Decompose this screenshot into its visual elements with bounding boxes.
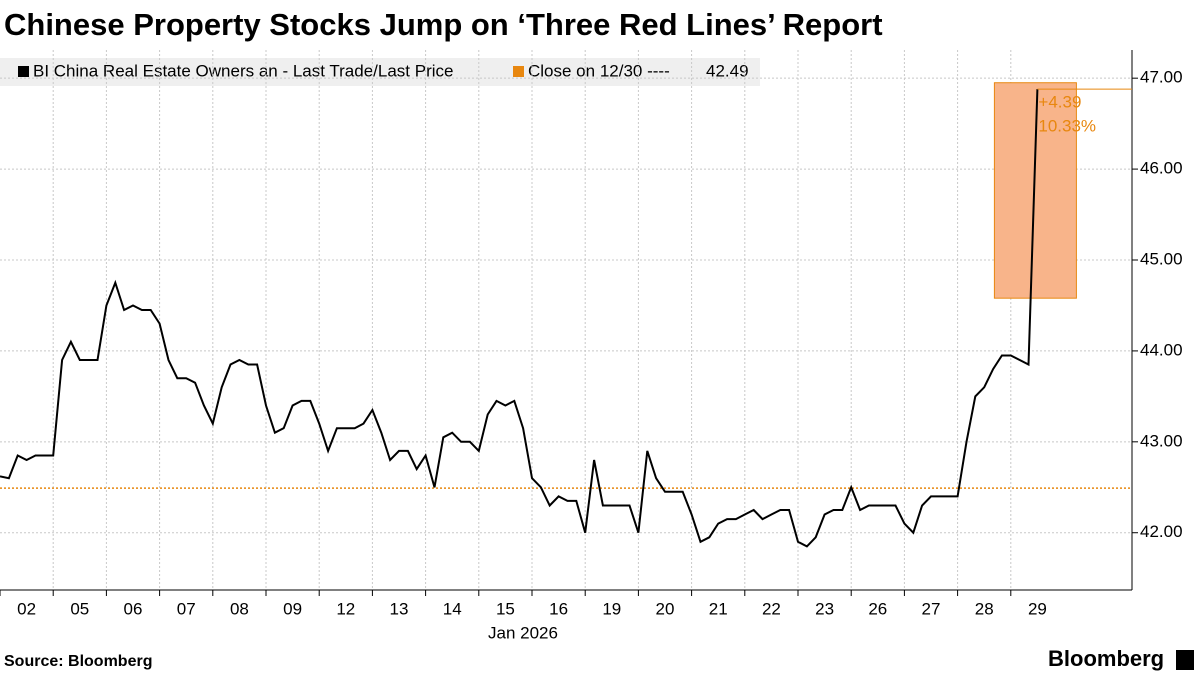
x-tick-label: 29 [1028,599,1047,618]
x-tick-label: 07 [177,599,196,618]
y-tick-label: 45.00 [1140,249,1183,268]
change-box [993,82,1077,299]
x-tick-label: 09 [283,599,302,618]
y-tick-label: 46.00 [1140,159,1183,178]
x-tick-label: 26 [868,599,887,618]
x-tick-label: 06 [124,599,143,618]
x-tick-label: 23 [815,599,834,618]
chart-title: Chinese Property Stocks Jump on ‘Three R… [4,7,883,42]
x-tick-label: 21 [709,599,728,618]
legend-swatch [18,66,29,77]
brand: Bloomberg [1048,646,1164,671]
x-tick-label: 28 [975,599,994,618]
x-tick-label: 20 [656,599,675,618]
price-line [0,89,1039,548]
legend-label: BI China Real Estate Owners an - Last Tr… [33,61,453,80]
source: Source: Bloomberg [4,653,152,670]
change-label: 10.33% [1038,117,1096,136]
y-tick-label: 42.00 [1140,522,1183,541]
y-tick-label: 44.00 [1140,340,1183,359]
x-tick-label: 13 [390,599,409,618]
legend-label: Close on 12/30 ---- [528,61,670,80]
y-tick-label: 47.00 [1140,68,1183,87]
x-tick-label: 12 [336,599,355,618]
x-tick-label: 19 [602,599,621,618]
x-tick-label: 02 [17,599,36,618]
change-label: +4.39 [1038,93,1081,112]
legend-box [0,58,760,86]
y-tick-label: 43.00 [1140,431,1183,450]
x-tick-label: 14 [443,599,462,618]
x-tick-label: 08 [230,599,249,618]
x-tick-label: 22 [762,599,781,618]
x-tick-label: 15 [496,599,515,618]
x-tick-label: 05 [70,599,89,618]
legend-swatch [513,66,524,77]
legend-value: 42.49 [706,61,749,80]
brand-icon [1176,650,1194,670]
x-tick-label: 27 [922,599,941,618]
x-tick-label: 16 [549,599,568,618]
x-axis-label: Jan 2026 [488,623,558,642]
